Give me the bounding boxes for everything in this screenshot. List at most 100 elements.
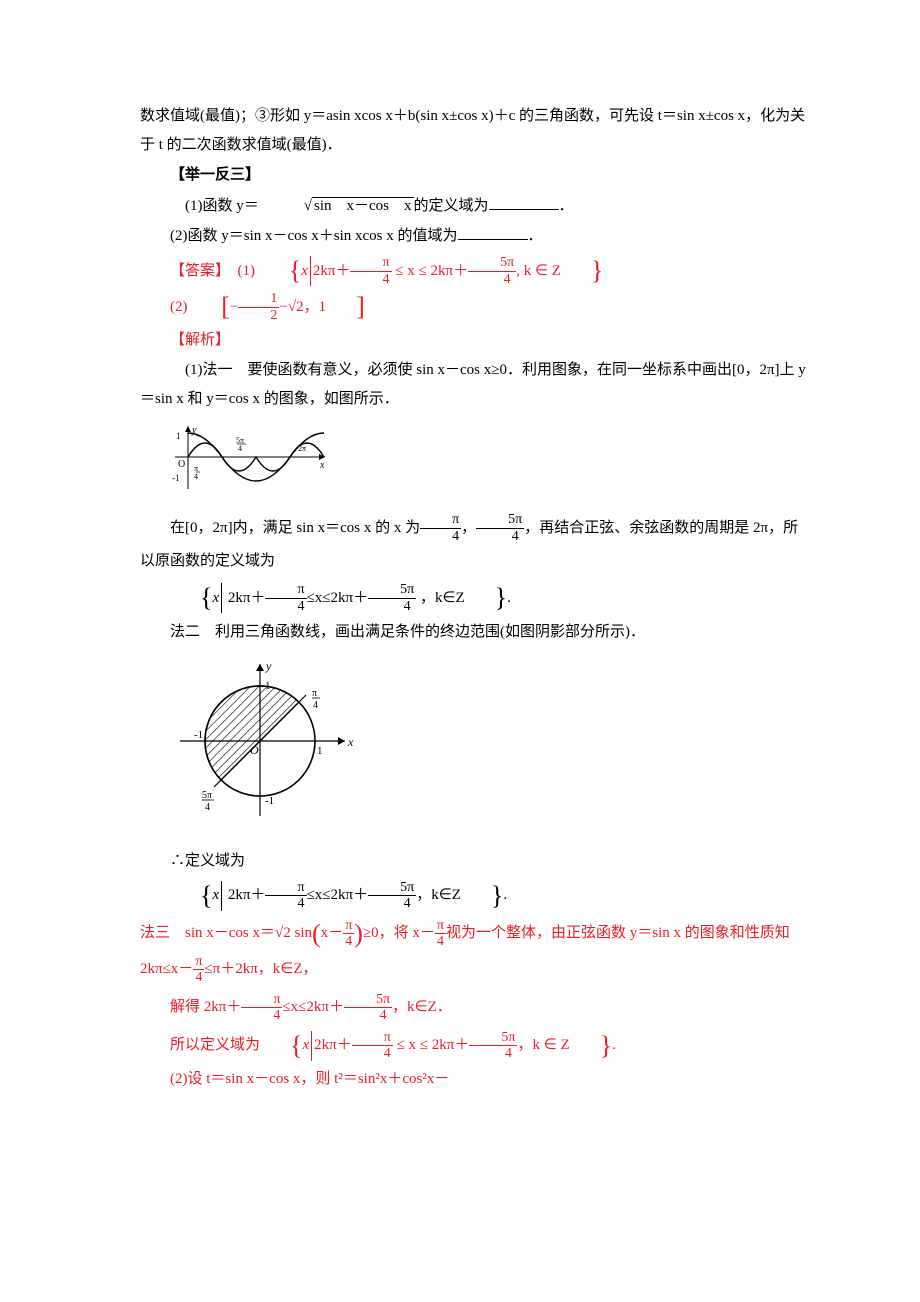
figure-unit-circle: x y O 1 -1 1 -1 π 4 5π 4 (170, 656, 360, 826)
svg-text:π: π (312, 688, 317, 699)
m3-set-a: 2kπ＋ (314, 1037, 352, 1053)
num: π (265, 582, 306, 598)
num: π (343, 918, 354, 934)
den: 4 (352, 1046, 393, 1061)
intro-paragraph: 数求值域(最值)；③形如 y＝asin xcos x＋b(sin x±cos x… (140, 102, 810, 159)
m3d: ≤π＋2kπ，k∈Z， (204, 961, 317, 977)
frac: π4 (265, 582, 306, 614)
method1-set: {x 2kπ＋π4≤x≤2kπ＋5π4 ，k∈Z}. (140, 580, 810, 616)
q2-text: (2)函数 y＝sin x－cos x＋sin xcos x 的值域为 (170, 228, 458, 244)
brace-open: { (259, 258, 301, 284)
num: π (265, 880, 306, 896)
set-bar (221, 583, 222, 613)
frac: π4 (193, 954, 204, 986)
den: 4 (241, 1008, 282, 1023)
page: 数求值域(最值)；③形如 y＝asin xcos x＋b(sin x±cos x… (0, 0, 920, 1156)
m3p2a: 解得 2kπ＋ (170, 999, 241, 1015)
m3-set-x: x (303, 1037, 310, 1053)
intro-text: 数求值域(最值)；③形如 y＝asin xcos x＋b(sin x±cos x… (140, 108, 805, 153)
den: 4 (265, 599, 306, 614)
frac-pi-4-b: π4 (420, 512, 461, 544)
num: 1 (238, 291, 279, 307)
frac: π4 (241, 992, 282, 1024)
method3-line1: 法三 sin x－cos x＝√2 sin(x－π4)≥0，将 x－π4视为一个… (140, 915, 810, 987)
q1-text-b: 的定义域为 (414, 198, 489, 214)
den: 4 (368, 896, 416, 911)
den: 4 (468, 272, 516, 287)
bracket-open: [ (191, 294, 230, 320)
m3b: ≥0，将 x－ (363, 925, 435, 941)
num: π (435, 918, 446, 934)
frac: 5π4 (368, 582, 416, 614)
den: 4 (343, 934, 354, 949)
blank-2 (458, 224, 528, 240)
answer-label: 【答案】 (1) (170, 263, 259, 279)
brace-close: } (465, 585, 507, 611)
svg-text:-1: -1 (265, 795, 274, 807)
m3-paren-a: x－ (321, 925, 344, 941)
brace-open: { (170, 883, 212, 909)
num: 5π (476, 512, 524, 528)
svg-text:2π: 2π (298, 444, 306, 453)
svg-text:4: 4 (194, 472, 198, 481)
ans1-tail: , k ∈ Z (516, 263, 561, 279)
m2-set-a: 2kπ＋ (224, 887, 265, 903)
svg-text:4: 4 (238, 444, 242, 453)
blank-1 (489, 194, 559, 210)
frac-5pi-4-b: 5π4 (476, 512, 524, 544)
m3-set-b: ≤ x ≤ 2kπ＋ (393, 1037, 470, 1053)
ans2-mid: −√2，1 (279, 299, 326, 315)
m3-set-c: ，k ∈ Z (517, 1037, 569, 1053)
set-bar (221, 881, 222, 911)
svg-text:5π: 5π (202, 790, 212, 801)
m3p3a: 所以定义域为 (170, 1037, 260, 1053)
num: 5π (468, 255, 516, 271)
svg-text:1: 1 (176, 431, 181, 441)
num: 5π (344, 992, 392, 1008)
svg-text:y: y (265, 659, 272, 673)
m1-set-end: . (507, 590, 511, 606)
den: 4 (420, 529, 461, 544)
q1-radicand: sin x－cos x (312, 197, 414, 214)
frac-5pi-4: 5π4 (468, 255, 516, 287)
m1-set-c: ，k∈Z (416, 590, 464, 606)
paren-close: ) (354, 921, 363, 947)
method3-line2: 解得 2kπ＋π4≤x≤2kπ＋5π4，k∈Z． (140, 989, 810, 1025)
den: 4 (350, 272, 391, 287)
m3p2b: ≤x≤2kπ＋ (282, 999, 344, 1015)
m1-set-a: 2kπ＋ (224, 590, 265, 606)
frac: 5π4 (469, 1030, 517, 1062)
m3-set-end: . (612, 1037, 616, 1053)
method1-p1: (1)法一 要使函数有意义，必须使 sin x－cos x≥0．利用图象，在同一… (140, 356, 810, 413)
m2-set-b: ≤x≤2kπ＋ (307, 887, 369, 903)
m2-set-x: x (212, 887, 219, 903)
num: 5π (469, 1030, 517, 1046)
bracket-close: ] (326, 294, 365, 320)
brace-close: } (561, 258, 603, 284)
m1p2b: ， (461, 520, 476, 536)
svg-text:x: x (319, 460, 325, 471)
method2-set: {x 2kπ＋π4≤x≤2kπ＋5π4，k∈Z}. (140, 877, 810, 913)
num: π (420, 512, 461, 528)
method4-line: (2)设 t＝sin x－cos x，则 t²＝sin²x＋cos²x－ (140, 1065, 810, 1094)
set-bar (310, 256, 311, 286)
frac: π4 (352, 1030, 393, 1062)
frac: π4 (435, 918, 446, 950)
num: π (352, 1030, 393, 1046)
set-bar (311, 1031, 312, 1061)
m1-set-b: ≤x≤2kπ＋ (307, 590, 369, 606)
den: 4 (265, 896, 306, 911)
num: π (241, 992, 282, 1008)
den: 2 (238, 308, 279, 323)
brace-open: { (170, 585, 212, 611)
svg-text:O: O (250, 743, 259, 757)
frac-pi-4: π4 (350, 255, 391, 287)
figure-sine-cosine: y x O 1 -1 π 4 5π 4 2π (170, 421, 330, 493)
method3-line3: 所以定义域为{x2kπ＋π4 ≤ x ≤ 2kπ＋5π4，k ∈ Z}. (140, 1027, 810, 1063)
den: 4 (368, 599, 416, 614)
paren-open: ( (312, 921, 321, 947)
m3a: 法三 sin x－cos x＝√2 sin (140, 925, 312, 941)
svg-text:4: 4 (205, 802, 210, 813)
num: 5π (368, 582, 416, 598)
den: 4 (476, 529, 524, 544)
